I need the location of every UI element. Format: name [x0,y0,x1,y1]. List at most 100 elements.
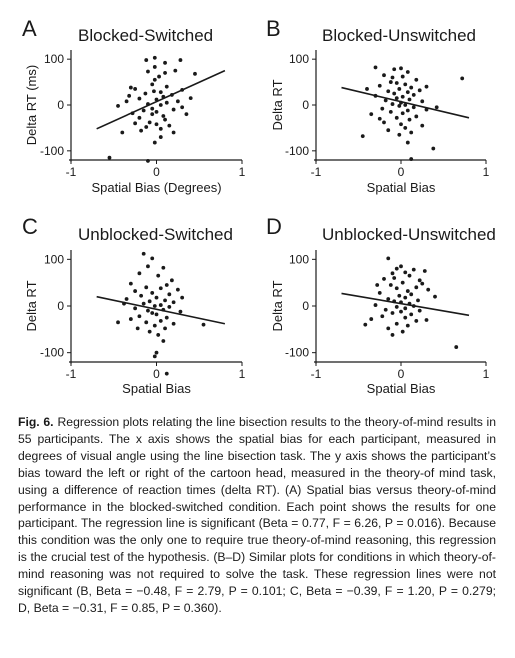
data-point [399,300,403,305]
y-axis-label: Delta RT [24,280,39,331]
x-tick-label: 0 [398,165,405,179]
data-point [163,326,167,331]
data-point [152,89,156,94]
data-point [405,90,410,95]
data-point [388,80,393,84]
data-point [144,125,149,129]
data-point [154,295,159,300]
data-point [141,108,146,113]
data-point [137,115,142,120]
data-point [400,280,405,285]
x-axis-label: Spatial Bias (Degrees) [91,180,221,195]
regression-line [96,295,226,325]
data-point [150,291,155,295]
data-point [180,295,185,300]
data-point [360,134,365,139]
data-point [188,96,193,101]
figure-label: Fig. 6. [18,415,54,429]
data-point [394,286,399,291]
data-point [164,283,169,287]
data-point [169,278,174,283]
regression-line [341,86,470,119]
data-point [388,283,393,287]
data-point [454,345,459,349]
data-point [144,320,149,325]
data-point [407,97,412,102]
data-point [154,312,159,317]
data-point [420,99,425,104]
data-point [399,122,403,127]
data-point [167,292,172,297]
data-point [152,65,157,69]
data-point [128,317,133,321]
data-point [146,308,150,313]
data-point [400,329,405,334]
data-point [150,112,155,117]
data-point [167,123,172,128]
data-point [417,308,422,313]
data-point [390,271,395,276]
data-point [390,102,395,106]
data-point [433,294,437,299]
data-point [169,93,174,97]
data-point [150,256,155,261]
y-tick-label: 0 [302,299,309,313]
data-point [120,130,125,135]
regression-line [96,69,226,130]
x-tick-label: 1 [239,165,246,179]
data-point [407,117,412,122]
data-point [163,117,167,122]
x-tick-label: 1 [483,367,490,381]
data-point [414,319,419,323]
data-point [397,132,402,137]
data-point [386,297,391,301]
panel-letter: A [22,16,37,41]
x-axis-label: Spatial Bias [367,180,436,195]
data-point [164,315,169,320]
data-point [164,100,169,105]
data-point [133,289,138,293]
data-point [400,74,405,79]
data-point [152,77,157,82]
data-point [150,82,155,87]
data-point [163,71,167,75]
data-point [373,303,378,307]
y-tick-label: -100 [285,346,309,360]
data-point [193,71,197,76]
data-point [139,293,144,298]
data-point [403,295,408,300]
caption-text: Regression plots relating the line bisec… [18,415,496,615]
data-point [107,155,112,160]
data-point [409,157,414,161]
data-point [146,264,150,269]
regression-line [341,292,470,317]
x-tick-label: -1 [311,165,322,179]
data-point [390,75,395,80]
data-point [420,281,425,286]
data-point [135,326,140,331]
data-point [403,82,408,87]
data-point [403,315,408,320]
y-tick-label: -100 [40,144,64,158]
y-tick-label: -100 [40,346,64,360]
y-axis-label: Delta RT [270,79,285,130]
data-point [158,286,163,291]
data-point [414,77,419,82]
y-tick-label: 100 [289,52,309,66]
x-tick-label: -1 [66,367,77,381]
data-point [150,106,155,111]
data-point [152,323,157,328]
data-point [386,256,391,261]
data-point [422,269,427,273]
y-tick-label: 0 [302,98,309,112]
data-point [164,371,169,376]
data-point [386,128,391,133]
data-point [392,91,397,96]
data-point [180,105,185,110]
data-point [394,321,399,326]
data-point [394,115,399,120]
data-point [128,85,133,90]
data-point [424,84,429,89]
data-point [392,67,397,72]
data-point [403,103,408,107]
